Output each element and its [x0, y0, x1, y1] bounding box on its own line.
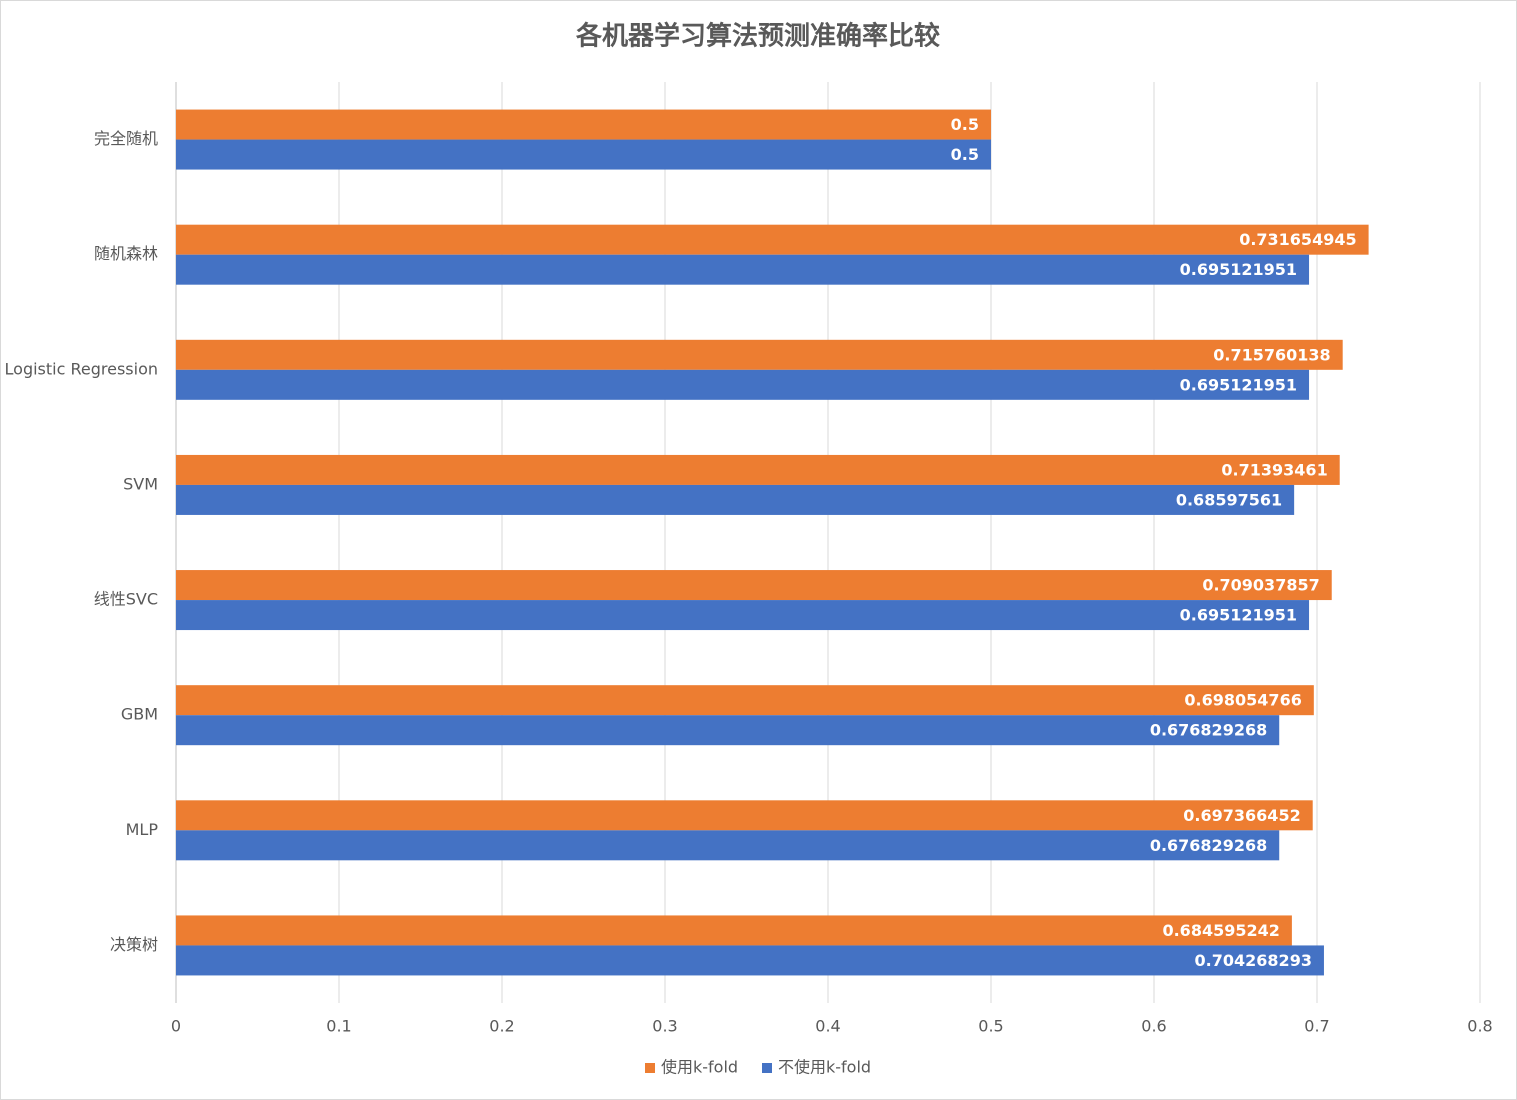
data-label: 0.698054766 — [1184, 691, 1301, 710]
data-label: 0.71393461 — [1221, 460, 1327, 479]
x-tick-label: 0.8 — [1467, 1017, 1492, 1036]
data-label: 0.676829268 — [1150, 836, 1267, 855]
x-tick-label: 0.2 — [489, 1017, 514, 1036]
data-label: 0.68597561 — [1176, 490, 1282, 509]
legend-swatch — [645, 1063, 655, 1073]
bar — [176, 715, 1280, 746]
data-label: 0.5 — [951, 145, 979, 164]
bar — [176, 685, 1314, 716]
y-tick-label: 完全随机 — [94, 129, 158, 148]
bar — [176, 600, 1310, 631]
data-label: 0.709037857 — [1202, 576, 1319, 595]
bar — [176, 830, 1280, 861]
bar — [176, 369, 1310, 400]
bar — [176, 254, 1310, 285]
legend-swatch — [762, 1063, 772, 1073]
y-tick-label: 决策树 — [110, 935, 158, 954]
y-tick-label: SVM — [123, 474, 158, 493]
bar — [176, 139, 991, 170]
bar — [176, 339, 1343, 370]
chart-title: 各机器学习算法预测准确率比较 — [575, 21, 940, 52]
data-label: 0.684595242 — [1162, 921, 1279, 940]
y-tick-label: Logistic Regression — [5, 359, 158, 378]
y-tick-label: 随机森林 — [94, 244, 158, 263]
y-tick-label: MLP — [126, 820, 159, 839]
bar — [176, 224, 1369, 255]
legend-label: 不使用k-fold — [778, 1058, 871, 1077]
bar — [176, 570, 1332, 601]
data-label: 0.704268293 — [1195, 951, 1312, 970]
y-tick-label: GBM — [121, 705, 158, 724]
x-tick-label: 0.4 — [815, 1017, 840, 1036]
data-label: 0.695121951 — [1180, 375, 1297, 394]
y-tick-label: 线性SVC — [94, 590, 158, 609]
data-label: 0.695121951 — [1180, 260, 1297, 279]
bar — [176, 915, 1292, 946]
data-label: 0.5 — [951, 115, 979, 134]
bar — [176, 454, 1340, 485]
bar — [176, 484, 1295, 515]
x-tick-label: 0.7 — [1304, 1017, 1329, 1036]
data-label: 0.697366452 — [1183, 806, 1300, 825]
legend-label: 使用k-fold — [661, 1058, 738, 1077]
x-tick-label: 0.1 — [326, 1017, 351, 1036]
x-tick-label: 0.3 — [652, 1017, 677, 1036]
bar — [176, 109, 991, 140]
x-tick-label: 0.6 — [1141, 1017, 1166, 1036]
x-tick-label: 0.5 — [978, 1017, 1003, 1036]
data-label: 0.731654945 — [1239, 230, 1356, 249]
bar — [176, 800, 1313, 831]
data-label: 0.676829268 — [1150, 721, 1267, 740]
data-label: 0.695121951 — [1180, 606, 1297, 625]
x-tick-label: 0 — [171, 1017, 181, 1036]
data-label: 0.715760138 — [1213, 345, 1330, 364]
bar — [176, 945, 1324, 976]
